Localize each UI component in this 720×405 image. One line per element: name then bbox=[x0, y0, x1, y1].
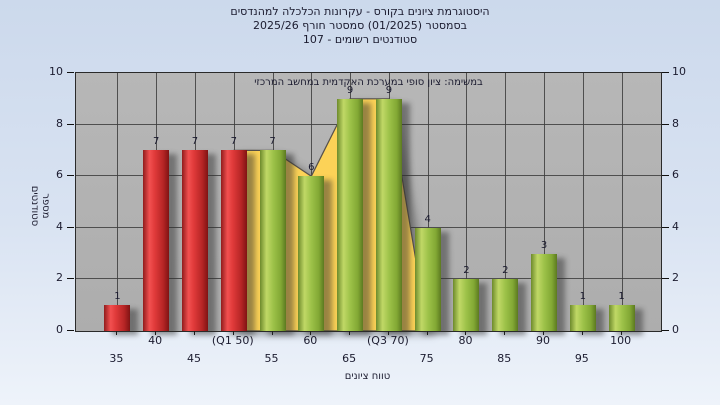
x-tick bbox=[543, 331, 545, 335]
x-tick-label: 35 bbox=[109, 352, 124, 365]
bar-value-label: 2 bbox=[502, 265, 509, 277]
histogram-bar bbox=[375, 98, 402, 331]
histogram-bar bbox=[337, 98, 364, 331]
y-tick-left bbox=[67, 175, 74, 177]
y-tick-left bbox=[67, 226, 74, 228]
grid-line-v bbox=[621, 73, 623, 331]
plot-subtitle: במשימה: ציון סופי במערכת האקדמית במחשב ה… bbox=[254, 77, 483, 88]
y-tick-label-left: 6 bbox=[56, 168, 63, 182]
grid-line-v bbox=[544, 73, 546, 331]
y-tick-label-left: 4 bbox=[56, 219, 63, 233]
x-tick-label: 95 bbox=[574, 352, 589, 365]
y-tick-right bbox=[662, 278, 669, 280]
x-tick-label: 80 bbox=[458, 334, 473, 347]
x-tick-label: (Q1 50) bbox=[211, 334, 254, 347]
y-tick-right bbox=[662, 123, 669, 125]
x-tick bbox=[310, 331, 312, 335]
bar-value-label: 1 bbox=[618, 291, 625, 303]
histogram-bar bbox=[453, 279, 480, 331]
bar-value-label: 6 bbox=[308, 162, 315, 174]
bar-value-label: 3 bbox=[540, 239, 548, 251]
histogram-bar bbox=[143, 150, 170, 331]
x-tick bbox=[271, 331, 273, 335]
grid-line-v bbox=[505, 73, 507, 331]
x-tick-label: 45 bbox=[186, 352, 201, 365]
grid-line-v bbox=[582, 73, 584, 331]
x-tick bbox=[465, 331, 467, 335]
histogram-bar bbox=[531, 253, 558, 331]
bar-value-label: 1 bbox=[114, 291, 121, 303]
y-tick-label-right: 6 bbox=[672, 168, 679, 182]
bar-value-label: 9 bbox=[346, 84, 354, 96]
bar-value-label: 2 bbox=[463, 265, 470, 277]
bar-value-label: 7 bbox=[191, 136, 199, 148]
bar-value-label: 7 bbox=[152, 136, 160, 148]
y-tick-label-right: 4 bbox=[672, 219, 679, 233]
x-tick-label: 60 bbox=[303, 334, 318, 347]
x-tick bbox=[581, 331, 583, 335]
x-tick-label: (Q3 70) bbox=[367, 334, 409, 347]
x-tick bbox=[349, 331, 351, 335]
y-tick-left bbox=[67, 123, 74, 125]
histogram-bar bbox=[608, 305, 635, 331]
histogram-bar bbox=[104, 305, 131, 331]
y-tick-label-left: 10 bbox=[49, 65, 63, 78]
x-tick-label: 90 bbox=[536, 334, 551, 347]
y-tick-left bbox=[67, 278, 74, 280]
chart-title-line2: בסמסטר (01/2025) סמסטר חורף 2025/26 bbox=[253, 19, 467, 32]
bar-value-label: 7 bbox=[269, 136, 276, 148]
x-tick-label: 85 bbox=[497, 352, 512, 365]
y-tick-left bbox=[67, 330, 74, 331]
histogram-bar bbox=[569, 305, 596, 331]
x-tick bbox=[620, 331, 622, 335]
y-tick-right bbox=[662, 175, 669, 177]
histogram-bar bbox=[492, 279, 519, 331]
grid-line-v bbox=[117, 73, 119, 331]
histogram-bar bbox=[414, 227, 441, 331]
y-tick-label-left: 0 bbox=[56, 323, 63, 336]
histogram-bar bbox=[259, 150, 286, 331]
x-tick bbox=[232, 331, 234, 335]
y-tick-label-left: 8 bbox=[56, 116, 63, 130]
y-tick-label-right: 0 bbox=[672, 323, 679, 336]
chart-title-line1: היסטוגרמת ציונים בקורס - עקרונות הכלכלה … bbox=[230, 5, 490, 18]
y-tick-right bbox=[662, 330, 669, 331]
y-tick-right bbox=[662, 226, 669, 228]
y-tick-label-right: 2 bbox=[672, 271, 679, 285]
y-tick-left bbox=[67, 72, 74, 73]
histogram-bar bbox=[181, 150, 208, 331]
x-tick bbox=[426, 331, 428, 335]
plot-area: במשימה: ציון סופי במערכת האקדמית במחשב ה… bbox=[75, 72, 662, 332]
bar-value-label: 4 bbox=[424, 213, 431, 225]
x-tick bbox=[387, 331, 389, 335]
y-tick-right bbox=[662, 72, 669, 73]
x-axis-title: טווח ציונים bbox=[344, 371, 391, 382]
histogram-bar bbox=[220, 150, 247, 331]
y-tick-label-left: 2 bbox=[56, 271, 63, 285]
x-tick bbox=[155, 331, 157, 335]
chart-title: היסטוגרמת ציונים בקורס - עקרונות הכלכלה … bbox=[0, 5, 720, 47]
y-tick-label-right: 8 bbox=[672, 116, 679, 130]
x-tick bbox=[504, 331, 506, 335]
x-tick-label: 55 bbox=[264, 352, 279, 365]
bar-value-label: 9 bbox=[385, 84, 393, 96]
bar-value-label: 7 bbox=[230, 136, 237, 148]
x-tick bbox=[116, 331, 118, 335]
x-tick bbox=[193, 331, 195, 335]
x-tick-label: 65 bbox=[342, 352, 357, 365]
x-tick-label: 75 bbox=[419, 352, 434, 365]
bar-value-label: 1 bbox=[579, 291, 586, 303]
x-tick-label: 40 bbox=[148, 334, 163, 347]
grid-line-v bbox=[466, 73, 468, 331]
grid-line-v bbox=[427, 73, 429, 331]
x-tick-label: 100 bbox=[610, 334, 632, 347]
y-tick-label-right: 10 bbox=[672, 65, 686, 78]
histogram-bar bbox=[298, 176, 325, 331]
chart-title-line3: סטודנטים רשומים - 107 bbox=[302, 33, 418, 46]
